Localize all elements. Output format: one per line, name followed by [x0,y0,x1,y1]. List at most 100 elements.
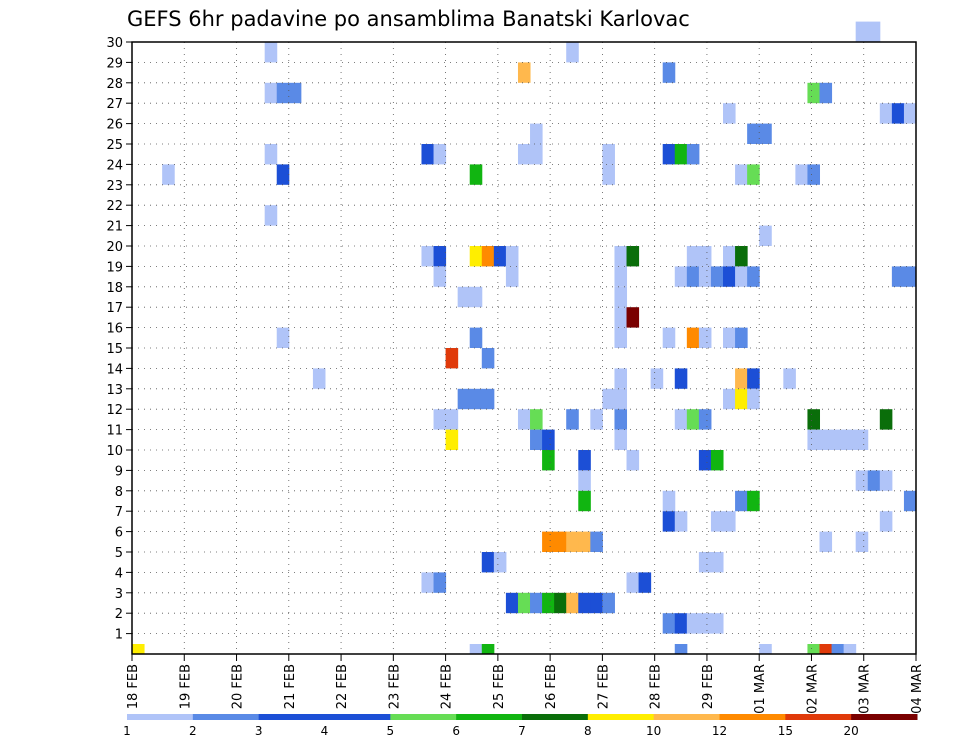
heatmap-cell [445,429,459,450]
colorbar-label: 3 [255,724,263,738]
heatmap-cell [493,552,507,573]
y-tick-label: 14 [106,362,123,377]
heatmap-cell [662,511,676,532]
heatmap-cell [698,409,712,430]
colorbar-label: 2 [189,724,197,738]
y-tick-label: 11 [106,424,123,439]
y-tick-label: 2 [115,607,123,622]
grid-lines [132,42,916,654]
colorbar-label: 1 [123,724,131,738]
heatmap-cell [903,266,917,287]
heatmap-cell [662,144,676,165]
heatmap-cell [723,266,736,287]
y-tick-label: 20 [106,240,123,255]
heatmap-cell [614,327,628,348]
heatmap-cell [698,450,712,471]
heatmap-cell [566,42,579,63]
y-tick-label: 25 [106,138,123,153]
colorbar-label: 7 [518,724,526,738]
colorbar-swatch [851,714,918,720]
heatmap-cell [493,246,507,267]
heatmap-cell [855,21,869,42]
heatmap-cell [710,266,724,287]
colorbar-swatch [192,714,260,720]
heatmap-cell [843,644,857,654]
heatmap-cell [481,388,495,410]
y-axis: 1234567891011121314151617181920212223242… [106,36,132,643]
heatmap-cell [276,164,290,185]
heatmap-cell [554,592,567,614]
heatmap-cell [710,552,724,573]
x-tick-label: 03 MAR [858,664,873,714]
heatmap-cell [626,246,640,267]
heatmap-cell [662,327,676,348]
x-tick-label: 01 MAR [753,664,768,714]
heatmap-cell [614,286,628,308]
heatmap-cell [698,613,712,634]
heatmap-cell [879,470,893,491]
heatmap-cell [735,266,748,287]
heatmap-cell [903,103,917,124]
heatmap-cell [855,470,869,491]
heatmap-cell [542,592,555,614]
y-tick-label: 10 [106,444,123,459]
heatmap-cell [614,429,628,450]
heatmap-cell [807,82,821,104]
heatmap-cell [710,450,724,471]
heatmap-cell [674,613,688,634]
heatmap-cell [879,511,893,532]
colorbar-label: 5 [387,724,395,738]
colorbar-label: 6 [452,724,460,738]
heatmap-cell [421,144,435,165]
heatmap-cell [264,42,278,63]
heatmap-cell [686,613,700,634]
heatmap-cell [891,266,905,287]
heatmap-cell [686,246,700,267]
heatmap-cell [831,644,845,654]
y-tick-label: 30 [106,36,123,51]
heatmap-cell [662,62,676,83]
heatmap-cell [578,592,591,614]
y-tick-label: 16 [106,322,123,337]
colorbar-label: 15 [778,724,793,738]
heatmap-cell [783,368,796,389]
y-tick-label: 17 [106,301,123,316]
heatmap-cell [288,82,302,104]
heatmap-cell [686,266,700,287]
heatmap-cell [578,531,591,552]
heatmap-cell [445,409,459,430]
heatmap-cell [602,388,615,410]
heatmap-cell [626,572,640,593]
heatmap-cell [590,592,603,614]
heatmap-cell [891,103,905,124]
heatmap-cell [735,246,748,267]
heatmap-cell [674,266,688,287]
colorbar-swatch [587,714,655,720]
heatmap-cell [819,531,833,552]
heatmap-cell [433,144,447,165]
heatmap-cell [819,82,833,104]
heatmap-cell [686,144,700,165]
heatmap-cell [759,644,772,654]
heatmap-cell [710,613,724,634]
heatmap-cell [481,644,495,654]
heatmap-cell [517,144,531,165]
heatmap-cell [723,327,736,348]
colorbar-swatch [324,714,391,720]
x-tick-label: 27 FEB [596,664,611,709]
heatmap-cell [759,123,772,144]
heatmap-cell [650,368,664,389]
heatmap-cell [674,644,688,654]
heatmap-cell [530,144,543,165]
colorbar-legend: 1 2 3 4 5 6 7 8 10 12 15 20 [123,714,918,738]
y-tick-label: 7 [115,505,123,520]
heatmap-cell [747,490,760,512]
heatmap-cell [879,409,893,430]
x-tick-label: 25 FEB [492,664,507,709]
heatmap-cell [735,327,748,348]
heatmap-cell [903,490,917,512]
heatmap-cell [602,164,615,185]
heatmap-cell [554,531,567,552]
y-tick-label: 15 [106,342,123,357]
